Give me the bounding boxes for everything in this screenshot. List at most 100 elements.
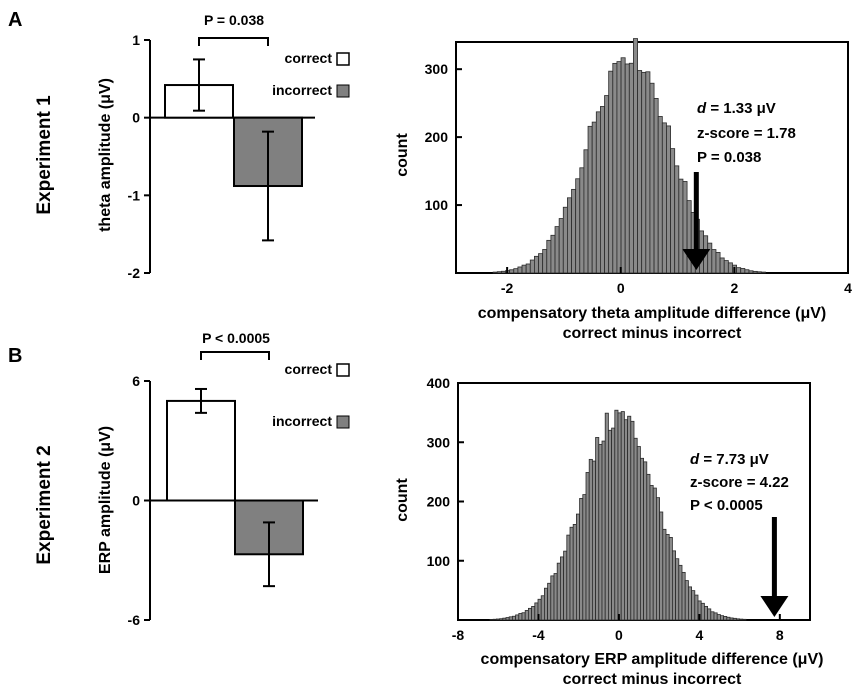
y-tick-label: 300	[427, 434, 451, 450]
y-tick-label: 0	[132, 493, 140, 509]
histogram-bin	[550, 234, 556, 274]
histogram-bin	[531, 606, 536, 621]
histogram-bin	[668, 537, 673, 621]
bar-chart-2-significance: P < 0.0005	[202, 330, 270, 346]
histogram-bin	[649, 485, 654, 621]
histogram-experiment-1: count compensatory theta amplitude diffe…	[394, 38, 852, 342]
histogram-bin	[604, 412, 609, 621]
histogram-bin	[646, 473, 651, 621]
y-tick-label: 0	[132, 110, 140, 126]
y-tick-label: 400	[427, 375, 451, 391]
histogram-bin	[592, 460, 597, 621]
histogram-bin	[567, 197, 572, 274]
histogram-2-xlabel: compensatory ERP amplitude difference (μ…	[481, 651, 824, 668]
bar-chart-2-ylabel: ERP amplitude (μV)	[97, 426, 114, 574]
histogram-bin	[694, 594, 699, 621]
histogram-bin	[509, 269, 515, 274]
histogram-1-z-annotation: z-score = 1.78	[697, 125, 796, 142]
histogram-bin	[585, 472, 590, 621]
histogram-bin	[678, 564, 683, 621]
histogram-bin	[612, 62, 618, 274]
histogram-2-d-annotation: d = 7.73 μV	[690, 451, 769, 468]
histogram-bin	[595, 437, 600, 621]
histogram-bin	[742, 618, 747, 621]
histogram-bin	[611, 427, 616, 621]
histogram-bin	[616, 61, 622, 274]
histogram-bin	[678, 178, 684, 274]
histogram-bin	[560, 556, 565, 621]
legend-incorrect-label: incorrect	[272, 413, 332, 429]
histogram-bin	[538, 253, 544, 274]
histogram-1-d-annotation: d = 1.33 μV	[697, 100, 776, 117]
histogram-bin	[569, 526, 574, 621]
histogram-bin	[579, 167, 585, 274]
histogram-bin	[628, 62, 634, 274]
histogram-1-ylabel: count	[394, 133, 411, 177]
histogram-bin	[502, 617, 507, 621]
y-tick-label: -2	[128, 265, 141, 281]
histogram-bin	[682, 181, 688, 274]
histogram-2-p-annotation: P < 0.0005	[690, 497, 763, 514]
histogram-bin	[726, 616, 731, 621]
histogram-bin	[700, 602, 705, 621]
legend-correct-label: correct	[285, 361, 333, 377]
x-tick-label: 0	[617, 280, 625, 296]
histogram-1-xlabel: compensatory theta amplitude difference …	[478, 305, 827, 322]
histogram-bin	[656, 497, 661, 621]
bar-chart-experiment-2: ERP amplitude (μV) P < 0.0005 correct in…	[97, 330, 350, 628]
histogram-bin	[500, 270, 506, 274]
histogram-bin	[633, 437, 638, 621]
histogram-bin	[544, 587, 549, 621]
y-tick-label: 200	[425, 129, 449, 145]
histogram-bin	[534, 255, 539, 274]
d-value: = 7.73 μV	[699, 451, 769, 468]
histogram-bin	[595, 111, 601, 274]
histogram-bin	[554, 226, 560, 274]
y-tick-label: 1	[132, 32, 140, 48]
histogram-bin	[740, 268, 746, 274]
histogram-bin	[572, 524, 577, 621]
experiment-1-label: Experiment 1	[34, 95, 55, 215]
x-tick-label: -8	[452, 627, 465, 643]
histogram-bin	[645, 71, 651, 274]
y-tick-label: -1	[128, 187, 141, 203]
histogram-bin	[760, 271, 766, 274]
legend-correct-swatch	[336, 52, 350, 66]
histogram-bin	[652, 487, 657, 621]
histogram-bin	[579, 498, 584, 621]
observed-value-arrow-head	[682, 249, 711, 270]
bar-chart-1-ylabel: theta amplitude (μV)	[97, 78, 114, 232]
histogram-bin	[489, 619, 494, 621]
histogram-bin	[512, 615, 517, 621]
y-tick-label: 300	[425, 61, 449, 77]
histogram-bin	[729, 617, 734, 621]
d-value: = 1.33 μV	[706, 100, 776, 117]
x-tick-label: 8	[776, 627, 784, 643]
histogram-bin	[675, 558, 680, 621]
x-tick-label: 4	[695, 627, 703, 643]
histogram-bin	[707, 242, 713, 274]
y-tick-label: 100	[425, 197, 449, 213]
bar-chart-1-significance: P = 0.038	[204, 12, 264, 28]
histogram-bin	[601, 440, 606, 621]
histogram-bin	[513, 268, 519, 274]
histogram-bin	[583, 149, 589, 274]
histogram-bin	[524, 610, 529, 621]
histogram-bin	[691, 590, 696, 621]
y-tick-label: 6	[132, 373, 140, 389]
histogram-bin	[659, 511, 664, 621]
significance-bracket	[200, 351, 270, 360]
histogram-bin	[630, 420, 635, 621]
histogram-bin	[608, 70, 614, 274]
histogram-bin	[608, 429, 613, 621]
histogram-bin	[562, 206, 568, 274]
histogram-bin	[582, 494, 587, 621]
histogram-bin	[556, 562, 561, 621]
histogram-bin	[542, 249, 548, 274]
histogram-bin	[604, 95, 610, 274]
histogram-bin	[666, 125, 671, 274]
histogram-bin	[571, 188, 577, 274]
histogram-bin	[711, 249, 717, 274]
histogram-bin	[492, 618, 497, 621]
x-tick-label: -2	[501, 280, 514, 296]
